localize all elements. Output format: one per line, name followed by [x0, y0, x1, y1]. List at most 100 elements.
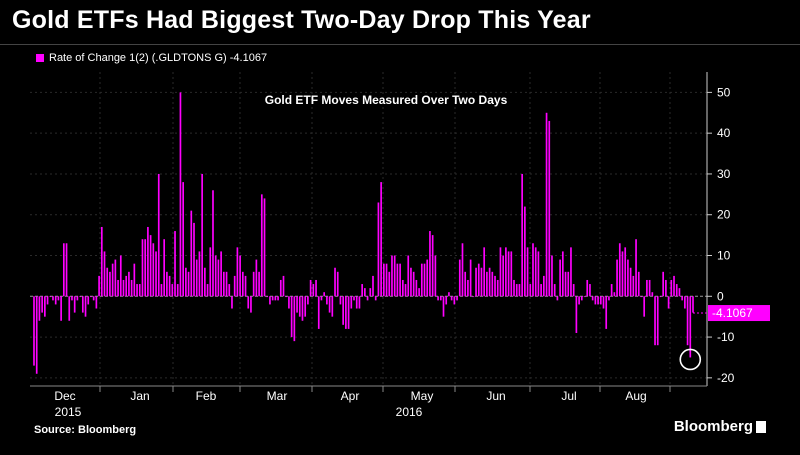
bar — [551, 255, 553, 297]
bar — [364, 288, 366, 297]
bar — [71, 296, 73, 301]
bar — [176, 284, 179, 297]
bar — [345, 296, 347, 329]
x-tick-label: Jan — [130, 389, 149, 403]
y-tick-label: 50 — [717, 85, 731, 99]
bar — [426, 259, 429, 297]
legend: Rate of Change 1(2) (.GLDTONS G) -4.1067 — [36, 52, 267, 64]
bar — [209, 247, 212, 297]
bar — [580, 296, 583, 301]
bar — [222, 271, 225, 297]
bar — [673, 275, 675, 297]
y-tick-label: -10 — [717, 330, 735, 344]
bloomberg-logo: Bloomberg — [674, 418, 766, 435]
bar — [255, 259, 258, 297]
bar — [38, 296, 41, 321]
bar — [106, 267, 109, 297]
bar — [670, 279, 673, 297]
bar — [613, 292, 616, 297]
bar — [559, 259, 561, 297]
y-tick-label: 20 — [717, 208, 731, 222]
bloomberg-logo-icon — [756, 420, 766, 433]
bar — [350, 296, 353, 309]
bar — [637, 271, 640, 297]
bar — [206, 284, 209, 297]
bar — [214, 255, 217, 297]
bar — [342, 296, 345, 325]
bar — [133, 263, 136, 297]
bar — [570, 247, 572, 297]
bar — [220, 251, 222, 297]
bar — [336, 271, 339, 297]
bar — [239, 255, 241, 297]
bar — [391, 255, 393, 297]
bar — [46, 296, 49, 305]
bar — [157, 173, 160, 297]
bar — [692, 296, 694, 313]
bar — [605, 296, 608, 329]
bar — [277, 296, 279, 301]
bar — [540, 284, 542, 297]
bar — [689, 296, 692, 358]
bar — [515, 284, 518, 297]
bar — [496, 279, 499, 297]
bar — [686, 296, 689, 346]
legend-swatch — [36, 54, 44, 62]
bar — [418, 288, 420, 297]
bar — [502, 255, 505, 297]
bar — [109, 271, 111, 297]
bar — [475, 267, 477, 297]
bar — [136, 284, 138, 297]
bar — [73, 296, 76, 313]
bar — [678, 288, 681, 297]
bar — [190, 210, 193, 297]
bar — [320, 296, 323, 301]
bar — [445, 296, 448, 305]
bar — [643, 296, 646, 317]
title-divider — [0, 44, 800, 45]
bar — [684, 296, 686, 309]
bar — [68, 296, 71, 321]
bar — [410, 267, 412, 297]
bar — [458, 259, 461, 297]
bar — [201, 173, 203, 297]
bar — [52, 296, 54, 301]
bar — [548, 120, 551, 297]
bar — [518, 284, 521, 297]
bar — [667, 296, 670, 309]
bar — [372, 275, 374, 297]
bar — [282, 275, 285, 297]
bar — [415, 279, 418, 297]
bar — [233, 275, 236, 297]
bar — [648, 279, 651, 297]
bar — [656, 296, 659, 346]
bar — [488, 267, 491, 297]
bar — [258, 271, 260, 297]
bar — [450, 296, 453, 301]
bar — [586, 279, 589, 297]
bar — [524, 206, 526, 297]
bar — [629, 267, 632, 297]
bar — [119, 255, 122, 297]
bar — [44, 296, 46, 317]
bar — [309, 279, 312, 297]
bar — [442, 296, 445, 317]
y-tick-label: -20 — [717, 371, 735, 385]
bar — [198, 251, 201, 297]
bar — [529, 284, 532, 297]
bar — [654, 296, 656, 346]
bar — [589, 284, 591, 297]
bar — [382, 263, 385, 297]
bar — [632, 275, 635, 297]
bar — [537, 251, 540, 297]
bar — [182, 182, 184, 297]
bar — [271, 296, 274, 301]
bar — [274, 296, 277, 301]
bar — [195, 259, 198, 297]
bar — [407, 255, 410, 297]
bar — [163, 239, 166, 297]
x-tick-label: May — [411, 389, 434, 403]
bar — [125, 275, 128, 297]
bar — [480, 267, 483, 297]
bar — [328, 296, 331, 313]
